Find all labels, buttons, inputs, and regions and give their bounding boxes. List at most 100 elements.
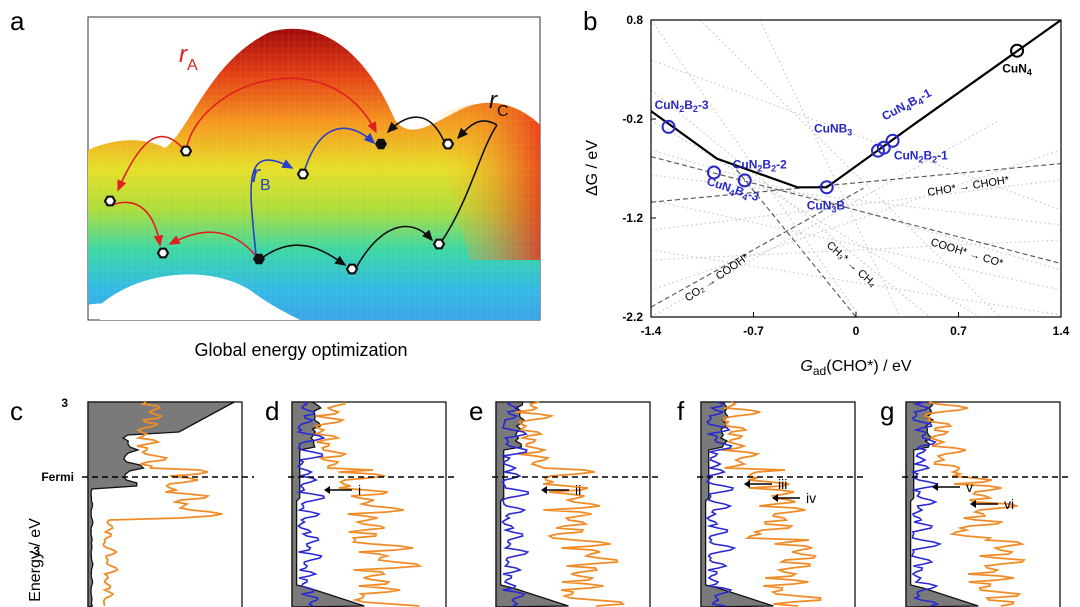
background-scaling-lines	[651, 20, 1061, 317]
y-tick-label: -2.2	[622, 310, 643, 324]
panel-d-letter: d	[265, 396, 279, 426]
dos-total-series	[905, 401, 979, 607]
panel-a-caption: Global energy optimization	[194, 340, 407, 360]
dos-orange-series	[312, 401, 423, 607]
dos-panel-c: c	[10, 396, 254, 607]
x-tick-label: -0.7	[743, 324, 764, 338]
structure-icon	[156, 247, 170, 259]
reaction-label: CO₂ → COOH*	[683, 251, 752, 304]
path-rc-1	[261, 244, 347, 266]
x-axis-label: Gad(CHO*) / eV	[800, 358, 911, 378]
arrow-head-icon	[324, 486, 330, 494]
start-structure-icon	[253, 253, 265, 265]
data-point-cun4	[1010, 43, 1025, 58]
data-point-cun3b	[819, 180, 834, 195]
scaling-line	[651, 187, 864, 308]
point-label: CuN4B4-3	[704, 174, 761, 206]
dos-orange-series	[721, 401, 822, 607]
point-label: CuN4	[1002, 62, 1032, 78]
dos-blue-series	[501, 401, 530, 607]
x-tick-label: 0.7	[950, 324, 967, 338]
energy-landscape: rA rB rC	[87, 16, 541, 321]
point-label: CuNB3	[814, 122, 852, 138]
y-tick-label: -3	[29, 544, 40, 558]
y-tick-label: -1.2	[622, 211, 643, 225]
y-tick-label: 3	[61, 396, 68, 410]
point-label: CuN4B4-1	[879, 86, 935, 126]
data-point-cun2b2-2	[737, 173, 752, 188]
path-ra-back	[168, 231, 257, 257]
dos-orange-series	[514, 401, 626, 607]
dos-panel-d: di	[265, 396, 458, 607]
y-axis-label: ΔG / eV	[584, 140, 601, 196]
structure-icon	[345, 263, 359, 275]
panel-c-letter: c	[10, 396, 23, 426]
arrow-head-icon	[970, 500, 976, 508]
dos-panel-e: e ii	[469, 396, 662, 607]
structure-icon	[441, 138, 455, 150]
x-tick-label: 0	[853, 324, 860, 338]
structure-icon	[103, 195, 117, 207]
path-rc-4	[456, 120, 498, 140]
arrow-head-icon	[772, 494, 778, 502]
y-tick-label: -0.2	[622, 112, 643, 126]
dos-blue-series	[295, 401, 326, 607]
dos-orange-series	[923, 401, 1026, 607]
annotation-label: ii	[575, 482, 581, 498]
x-tick-label: -1.4	[641, 324, 662, 338]
structure-icon	[179, 145, 193, 157]
path-ra-main	[185, 77, 377, 151]
dos-blue-series	[705, 401, 737, 607]
reaction-label: COOH* → CO*	[929, 236, 1005, 270]
data-point-cun2b2-3	[661, 119, 676, 134]
data-point-cun4b4-3	[706, 165, 721, 180]
dos-orange-series	[102, 401, 223, 606]
arrow-head-icon	[541, 486, 547, 494]
dos-panel-g: g v vi	[880, 396, 1072, 607]
path-rb-up	[250, 159, 294, 257]
volcano-plot: -1.4 -0.7 0 0.7 1.4 0.8 -0.2 -1.2 -2.2 CuN4 CuN2B…	[584, 13, 1070, 378]
point-label: CuN2B2-2	[733, 157, 787, 173]
annotation-label: iv	[806, 490, 816, 506]
global-minimum-icon	[375, 138, 387, 150]
x-tick-label: 1.4	[1053, 324, 1070, 338]
data-point-cun2b2-1	[876, 140, 891, 155]
annotation-label: v	[966, 479, 973, 495]
label-rc: rC	[489, 87, 509, 120]
annotation-label: vi	[1004, 496, 1014, 512]
structure-icon	[432, 238, 446, 250]
arrow-head-icon	[744, 480, 750, 488]
scaling-line	[731, 163, 857, 317]
arrow-head-icon	[932, 483, 938, 491]
panel-e-letter: e	[469, 396, 483, 426]
structure-icon	[296, 168, 310, 180]
path-rb-top	[303, 127, 376, 173]
dos-total-series	[87, 401, 235, 607]
annotation-label: iii	[778, 476, 787, 492]
label-ra: rA	[179, 41, 198, 74]
path-ra-left	[117, 135, 187, 192]
dos-frame	[495, 401, 651, 607]
limiting-potential-line	[651, 20, 1061, 189]
panel-f-letter: f	[677, 396, 685, 426]
path-rc-3	[439, 124, 498, 245]
y-tick-label: 0.8	[626, 13, 643, 27]
panel-b-letter: b	[583, 6, 597, 36]
path-ra-down	[111, 201, 164, 247]
annotation-label: i	[358, 482, 361, 498]
data-point-cun4b4-1	[885, 133, 900, 148]
scaling-line	[651, 156, 1061, 265]
point-label: CuN2B2-1	[894, 149, 948, 165]
fermi-label: Fermi	[41, 470, 74, 484]
panel-a-letter: a	[10, 6, 25, 36]
dos-total-series	[495, 401, 569, 607]
dos-blue-series	[910, 401, 943, 607]
dos-panel-f: f iii iv	[677, 396, 867, 607]
reaction-label: CHO* → CHOH*	[927, 174, 1011, 199]
path-rc-2	[355, 225, 434, 269]
label-rb: rB	[252, 161, 271, 194]
scaling-line	[651, 163, 1061, 203]
path-rc-5	[386, 116, 447, 147]
